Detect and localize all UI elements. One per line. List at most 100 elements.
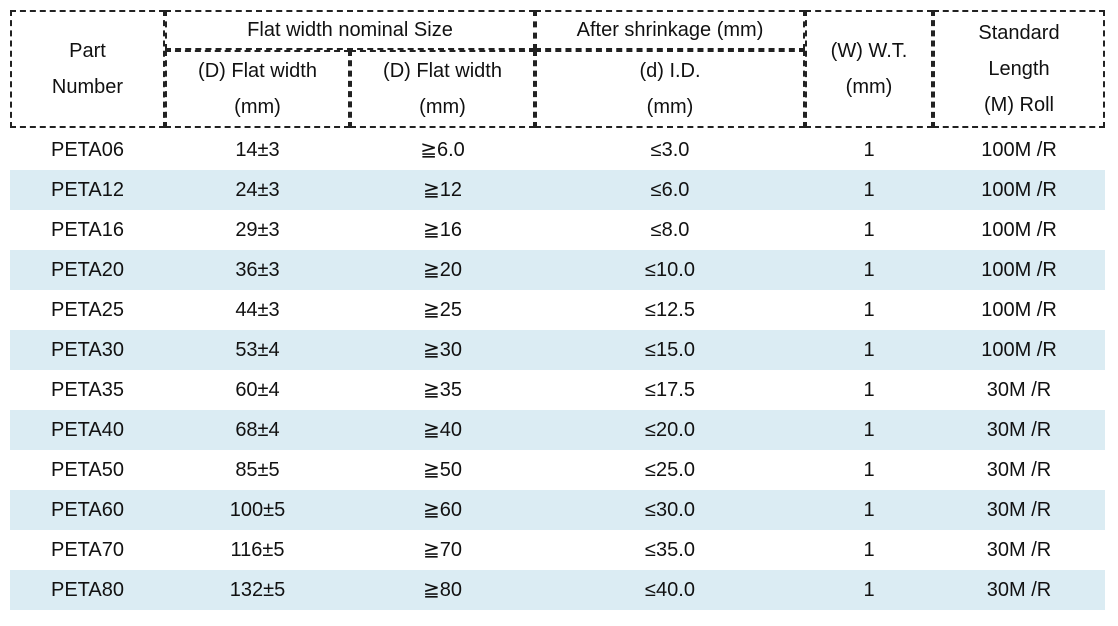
table-cell: ≧35 — [422, 379, 462, 401]
table-cell: 1 — [863, 579, 875, 601]
table-cell: 1 — [863, 379, 875, 401]
row-background — [10, 490, 1105, 530]
table-cell: ≧30 — [422, 339, 462, 361]
table-cell: 1 — [863, 539, 875, 561]
header-line: (W) W.T. — [830, 40, 908, 62]
table-cell: ≤6.0 — [650, 179, 690, 201]
row-background — [10, 250, 1105, 290]
header-line: (D) Flat width — [383, 60, 502, 82]
header-cell: (W) W.T. (mm) — [805, 10, 933, 128]
table-cell: 1 — [863, 179, 875, 201]
table-cell: 14±3 — [235, 139, 280, 161]
table-cell: 30M /R — [986, 419, 1052, 441]
header-cell: Flat width nominal Size — [165, 10, 535, 50]
header-line: (mm) — [234, 96, 281, 118]
table-cell: ≤8.0 — [650, 219, 690, 241]
table-cell: ≤20.0 — [645, 419, 695, 441]
header-cell: (D) Flat width (mm) — [350, 50, 535, 128]
table-cell: 1 — [863, 339, 875, 361]
header-line: (mm) — [646, 96, 694, 118]
table-cell: 1 — [863, 459, 875, 481]
table-cell: 100M /R — [981, 299, 1057, 321]
table-cell: 132±5 — [229, 579, 286, 601]
header-line: (mm) — [845, 76, 893, 98]
table-cell: ≤10.0 — [645, 259, 695, 281]
table-cell: 85±5 — [235, 459, 280, 481]
table-cell: PETA12 — [51, 179, 124, 201]
header-cell: Standard Length (M) Roll — [933, 10, 1105, 128]
table-cell: PETA40 — [51, 419, 124, 441]
table-cell: 116±5 — [230, 539, 285, 561]
table-cell: ≧70 — [422, 539, 462, 561]
table-cell: PETA50 — [51, 459, 124, 481]
table-cell: PETA35 — [51, 379, 124, 401]
table-cell: 100M /R — [981, 139, 1057, 161]
table-cell: 29±3 — [235, 219, 280, 241]
header-line: (d) I.D. — [639, 60, 701, 82]
table-cell: ≧40 — [422, 419, 462, 441]
header-cell: (d) I.D. (mm) — [535, 50, 805, 128]
table-cell: 100M /R — [981, 179, 1057, 201]
header-line: Standard — [978, 22, 1060, 44]
table-cell: PETA25 — [51, 299, 124, 321]
table-cell: 1 — [863, 259, 875, 281]
table-cell: 30M /R — [986, 379, 1052, 401]
table-cell: 30M /R — [986, 579, 1052, 601]
table-cell: 30M /R — [986, 499, 1052, 521]
table-cell: 1 — [863, 499, 875, 521]
table-cell: PETA30 — [51, 339, 124, 361]
table-cell: ≤35.0 — [645, 539, 695, 561]
header-cell: (D) Flat width (mm) — [165, 50, 350, 128]
header-cell: Part Number — [10, 10, 165, 128]
table-cell: 1 — [863, 419, 875, 441]
table-cell: PETA06 — [51, 139, 124, 161]
header-line: (mm) — [419, 96, 466, 118]
table-cell: 100M /R — [981, 339, 1057, 361]
table-cell: PETA70 — [51, 539, 124, 561]
row-background — [10, 410, 1105, 450]
table-cell: ≤3.0 — [650, 139, 690, 161]
table-cell: ≤40.0 — [645, 579, 695, 601]
table-cell: 30M /R — [986, 539, 1052, 561]
header-line: Number — [51, 76, 124, 98]
header-cell: After shrinkage (mm) — [535, 10, 805, 50]
table-cell: 30M /R — [986, 459, 1052, 481]
table-cell: 60±4 — [235, 379, 280, 401]
table-cell: 100M /R — [981, 259, 1057, 281]
table-cell: 1 — [863, 139, 875, 161]
table-cell: PETA60 — [51, 499, 124, 521]
table-cell: 68±4 — [235, 419, 280, 441]
table-cell: 100M /R — [981, 219, 1057, 241]
header-line: Length — [988, 58, 1050, 80]
table-cell: ≧80 — [422, 579, 462, 601]
table-cell: ≧25 — [422, 299, 462, 321]
table-cell: 53±4 — [235, 339, 280, 361]
table-cell: ≧6.0 — [420, 139, 465, 161]
table-cell: ≧60 — [422, 499, 462, 521]
table-cell: ≤25.0 — [645, 459, 695, 481]
table-cell: 44±3 — [235, 299, 280, 321]
table-cell: PETA20 — [51, 259, 124, 281]
table-cell: ≧50 — [422, 459, 462, 481]
table-cell: ≤15.0 — [645, 339, 695, 361]
header-line: (D) Flat width — [198, 60, 317, 82]
table-cell: 24±3 — [235, 179, 280, 201]
table-cell: ≤17.5 — [645, 379, 695, 401]
table-cell: ≤12.5 — [645, 299, 695, 321]
table-cell: ≧16 — [422, 219, 462, 241]
row-background — [10, 570, 1105, 610]
table-cell: 1 — [863, 299, 875, 321]
table-cell: PETA80 — [51, 579, 124, 601]
table-cell: ≤30.0 — [645, 499, 695, 521]
table-cell: PETA16 — [51, 219, 124, 241]
table-cell: 100±5 — [229, 499, 286, 521]
row-background — [10, 170, 1105, 210]
table-cell: 1 — [863, 219, 875, 241]
table-cell: ≧12 — [422, 179, 462, 201]
row-background — [10, 330, 1105, 370]
table-cell: 36±3 — [235, 259, 280, 281]
header-line: Part — [69, 40, 106, 62]
table-cell: ≧20 — [422, 259, 462, 281]
header-line: (M) Roll — [984, 94, 1054, 116]
